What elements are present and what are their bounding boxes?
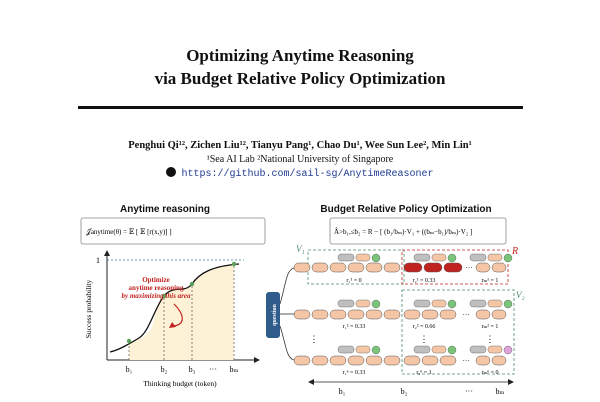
reward-r2-2: r₂² = 0.66	[413, 324, 436, 330]
x-axis-arrow	[254, 357, 260, 363]
budget-tick-bm: bₘ	[496, 387, 505, 396]
reward-r1-2: r₂¹ = 0.33	[413, 278, 436, 284]
annotation-arrow	[173, 303, 183, 327]
annotation-line3: by maximizing this area	[121, 292, 191, 300]
reward-r2-1: r₁² = 0.33	[343, 324, 366, 330]
y-axis-label: Success probability	[84, 279, 93, 338]
vdots-right: ⋮	[486, 334, 495, 344]
budget-tick-dots: ···	[465, 387, 473, 396]
paper-title-line2: via Budget Relative Policy Optimization	[154, 69, 446, 88]
row2-dots: ···	[463, 311, 470, 319]
point-b1	[126, 338, 132, 344]
row3-think-chips	[337, 345, 513, 355]
x-tick-b1: b₁	[126, 365, 133, 374]
row1-tokens	[293, 262, 507, 273]
author-list: Penghui Qi¹², Zichen Liu¹², Tianyu Pang¹…	[128, 140, 472, 151]
x-tick-bm: bₘ	[230, 365, 239, 374]
right-formula-box	[329, 217, 507, 245]
x-axis-label: Thinking budget (token)	[143, 379, 217, 388]
title-rule	[78, 106, 523, 109]
reward-r3-2: r₂ⁿ = 1	[416, 370, 431, 376]
affiliations: ¹Sea AI Lab ²National University of Sing…	[206, 154, 394, 165]
budget-axis-right-arrow	[508, 379, 514, 385]
row1-dots: ···	[466, 264, 473, 272]
left-formula-box	[80, 217, 266, 245]
point-b2	[161, 293, 167, 299]
row2-tokens	[293, 309, 507, 320]
repo-link-line: https://github.com/sail-sg/AnytimeReason…	[0, 167, 600, 180]
row2-think-chips	[337, 299, 513, 309]
question-box	[266, 292, 280, 338]
repo-url-link[interactable]: https://github.com/sail-sg/AnytimeReason…	[181, 169, 434, 180]
reward-r3-m: rₘⁿ = 0	[482, 370, 499, 376]
budget-tick-b1: b₁	[339, 387, 346, 396]
anytime-reasoning-figure: 𝒥anytime(θ) = 𝔼 [ 𝔼 [r(x,y)] ] Optimize …	[80, 217, 266, 388]
right-formula-text: Â>b₁,≤b₂ = R − [ (b₁/bₘ)·V₁ + ((bₘ−b₁)/b…	[334, 228, 472, 236]
branch-line-1	[279, 267, 295, 305]
vdots-mid: ⋮	[420, 334, 429, 344]
x-tick-dots: ···	[209, 365, 217, 374]
point-bm	[231, 261, 237, 267]
reward-r3-1: r₁ⁿ = 0.33	[343, 370, 366, 376]
annotation-arrowhead	[169, 322, 176, 328]
x-tick-b3: b₃	[189, 365, 196, 374]
left-figure-title: Anytime reasoning	[119, 204, 211, 215]
v1-label: V₁	[296, 244, 305, 254]
v2-label: V₂	[516, 290, 525, 300]
x-tick-b2: b₂	[161, 365, 168, 374]
reward-r1-m: rₘ¹ = 1	[482, 278, 499, 284]
paper-title-line1: Optimizing Anytime Reasoning	[186, 46, 414, 65]
r-label: R	[511, 246, 518, 257]
budget-tick-b2: b₂	[401, 387, 408, 396]
right-figure-title: Budget Relative Policy Optimization	[320, 204, 492, 215]
r-region	[401, 249, 509, 285]
y-tick-1: 1	[96, 256, 100, 265]
brpo-figure: Â>b₁,≤b₂ = R − [ (b₁/bₘ)·V₁ + ((bₘ−b₁)/b…	[266, 217, 525, 396]
vdots-left: ⋮	[310, 334, 319, 344]
branch-line-3	[279, 325, 295, 361]
annotation-line2: anytime reasoning	[129, 284, 184, 292]
point-b3	[189, 281, 195, 287]
row1-think-chips	[337, 253, 513, 263]
area-under-curve	[129, 264, 234, 360]
left-formula-text: 𝒥anytime(θ) = 𝔼 [ 𝔼 [r(x,y)] ]	[86, 228, 172, 236]
reward-r2-m: rₘ² = 1	[482, 324, 499, 330]
reward-r1-1: r₁¹ = 0	[346, 278, 361, 284]
github-icon	[166, 167, 177, 177]
annotation-line1: Optimize	[142, 276, 170, 284]
row3-dots: ···	[463, 357, 470, 365]
budget-axis-left-arrow	[308, 379, 314, 385]
v2-region	[401, 289, 515, 375]
y-axis-arrow	[104, 250, 110, 256]
question-label: question	[272, 304, 278, 326]
row3-tokens	[293, 355, 507, 366]
